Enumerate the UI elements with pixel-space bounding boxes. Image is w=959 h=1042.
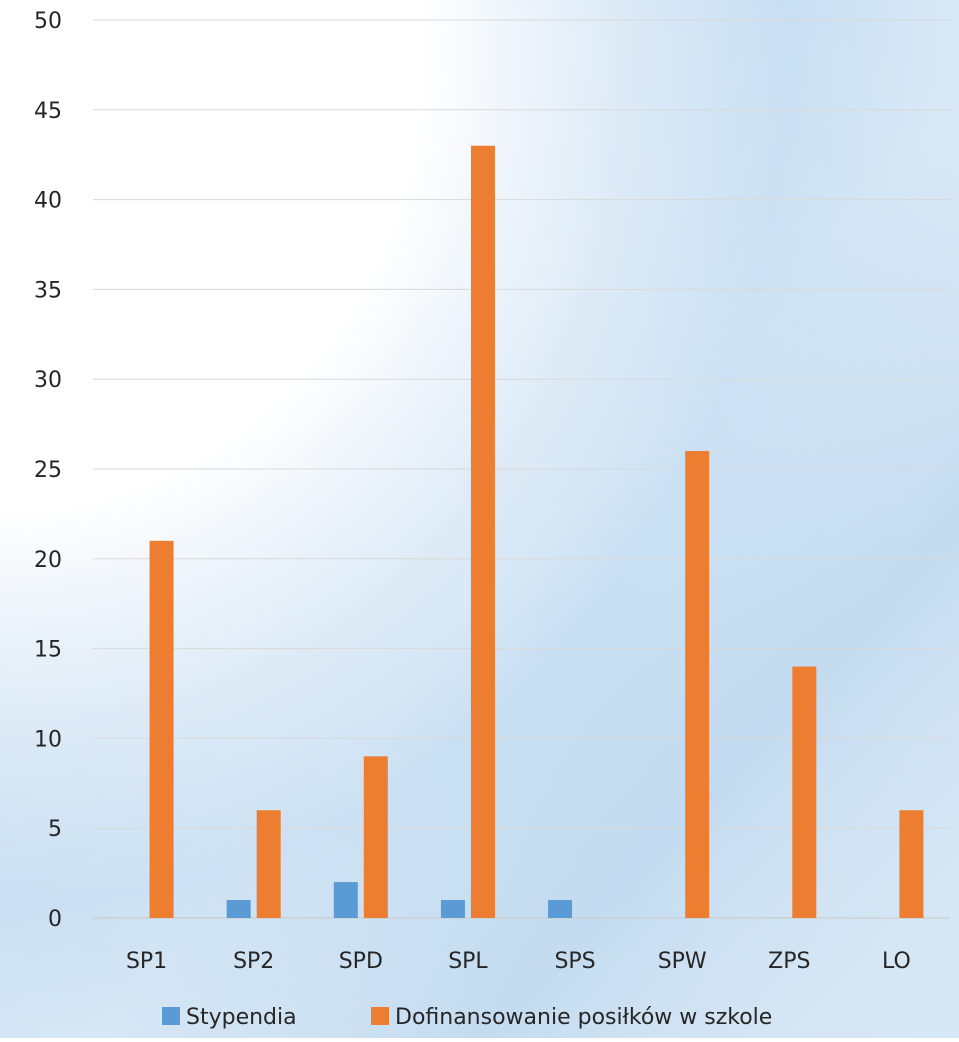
- y-tick-label: 40: [34, 189, 62, 214]
- bar-dofinansowanie-sp1: [149, 540, 174, 918]
- x-tick-label: SPS: [554, 949, 595, 974]
- y-tick-label: 20: [34, 548, 62, 573]
- y-tick-label: 35: [34, 278, 62, 303]
- bar-dofinansowanie-zps: [792, 666, 817, 918]
- gridlines: [93, 19, 950, 919]
- legend-swatch: [162, 1007, 180, 1025]
- bar-stypendia-sps: [548, 900, 573, 918]
- y-tick-label: 10: [34, 727, 62, 752]
- x-tick-label: SP2: [233, 949, 274, 974]
- bar-stypendia-spd: [333, 882, 358, 918]
- y-tick-label: 5: [48, 817, 62, 842]
- x-tick-label: SPD: [339, 949, 383, 974]
- y-tick-label: 50: [34, 9, 62, 34]
- bar-dofinansowanie-lo: [899, 810, 924, 918]
- x-tick-label: ZPS: [768, 949, 810, 974]
- legend-label: Dofinansowanie posiłków w szkole: [395, 1005, 772, 1030]
- y-axis: 0 5 10 15 20 25 30 35 40 45 50: [34, 9, 62, 932]
- legend: Stypendia Dofinansowanie posiłków w szkol…: [162, 1005, 772, 1030]
- bar-dofinansowanie-spd: [363, 756, 388, 918]
- x-tick-label: SPW: [658, 949, 707, 974]
- y-tick-label: 30: [34, 368, 62, 393]
- y-tick-label: 0: [48, 907, 62, 932]
- x-tick-label: SPL: [448, 949, 488, 974]
- legend-label: Stypendia: [186, 1005, 297, 1030]
- y-tick-label: 25: [34, 458, 62, 483]
- x-axis: SP1 SP2 SPD SPL SPS SPW ZPS LO: [126, 949, 911, 974]
- bar-stypendia-sp2: [226, 900, 251, 918]
- bar-dofinansowanie-spw: [685, 451, 710, 918]
- y-tick-label: 15: [34, 638, 62, 663]
- x-tick-label: SP1: [126, 949, 167, 974]
- bar-dofinansowanie-spl: [470, 145, 495, 919]
- legend-swatch: [371, 1007, 389, 1025]
- x-tick-label: LO: [882, 949, 911, 974]
- bar-dofinansowanie-sp2: [256, 810, 281, 918]
- y-tick-label: 45: [34, 99, 62, 124]
- bar-stypendia-spl: [440, 900, 465, 918]
- bars: [149, 145, 924, 919]
